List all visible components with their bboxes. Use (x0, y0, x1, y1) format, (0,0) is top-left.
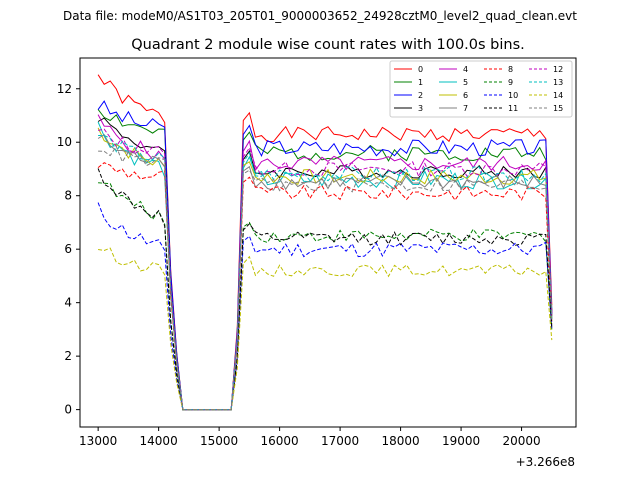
series-line-2 (97, 100, 553, 411)
legend-label-7: 7 (463, 104, 468, 113)
x-tick-label: 17000 (321, 434, 359, 448)
legend-label-4: 4 (463, 65, 468, 74)
x-tick-label: 20000 (502, 434, 540, 448)
x-tick-label: 13000 (79, 434, 117, 448)
y-tick-label: 4 (64, 296, 72, 310)
legend-label-11: 11 (508, 104, 518, 113)
y-tick-label: 2 (64, 349, 72, 363)
y-axis-ticks: 0 2 4 6 8 10 12 (57, 82, 80, 417)
y-tick-label: 0 (64, 403, 72, 417)
legend-label-14: 14 (553, 91, 563, 100)
series-line-14 (98, 247, 553, 411)
series-line-11 (97, 168, 553, 411)
x-axis-ticks: 13000 14000 15000 16000 17000 18000 19000 20000 (79, 427, 541, 448)
x-tick-label: 14000 (140, 434, 178, 448)
legend-label-0: 0 (418, 65, 423, 74)
series-line-10 (97, 202, 553, 411)
x-tick-label: 18000 (381, 434, 419, 448)
legend-label-12: 12 (553, 65, 563, 74)
chart-title: Quadrant 2 module wise count rates with … (131, 37, 525, 53)
series-line-13 (98, 135, 553, 411)
series-lines (97, 74, 553, 411)
legend-label-2: 2 (418, 91, 423, 100)
legend-label-3: 3 (418, 104, 423, 113)
x-tick-label: 19000 (442, 434, 480, 448)
legend-label-8: 8 (508, 65, 513, 74)
y-tick-label: 6 (64, 242, 72, 256)
x-tick-label: 15000 (200, 434, 238, 448)
y-tick-label: 8 (64, 189, 72, 203)
data-file-label: Data file: modeM0/AS1T03_205T01_90000036… (63, 9, 577, 23)
legend-label-10: 10 (508, 91, 518, 100)
series-line-15 (98, 145, 553, 411)
legend-label-13: 13 (553, 78, 563, 87)
x-tick-label: 16000 (261, 434, 299, 448)
x-offset-label: +3.266e8 (516, 455, 575, 469)
legend-box (389, 60, 573, 118)
legend-label-1: 1 (418, 78, 423, 87)
legend-label-5: 5 (463, 78, 468, 87)
series-line-8 (97, 162, 553, 411)
legend-label-6: 6 (463, 91, 468, 100)
legend-label-9: 9 (508, 78, 513, 87)
legend-label-15: 15 (553, 104, 563, 113)
axes-frame (79, 57, 577, 428)
y-tick-label: 10 (57, 135, 72, 149)
y-tick-label: 12 (57, 82, 72, 96)
